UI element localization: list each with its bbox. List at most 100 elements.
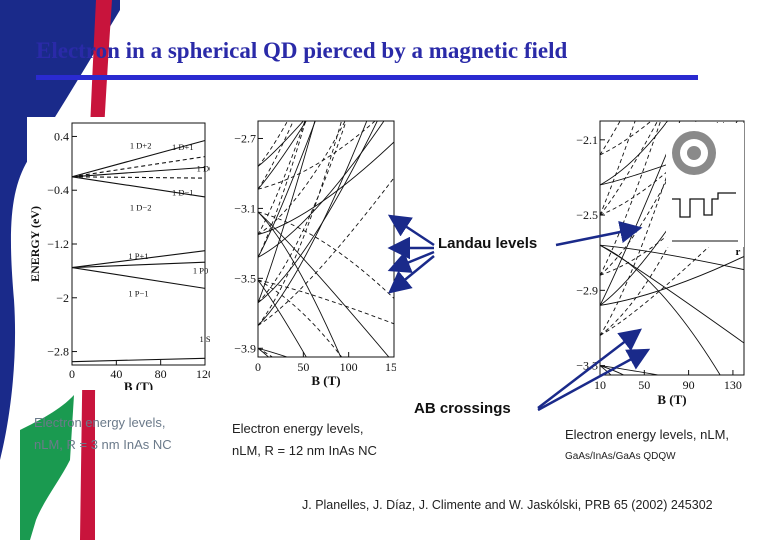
energy-levels-chart-qdqw: −2.1 −2.5 −2.9 −3.3 10 50 90 130 B (T) r	[576, 120, 745, 407]
y-tick-label: −2.5	[576, 208, 598, 222]
level-line	[258, 121, 368, 326]
level-line	[600, 121, 681, 306]
caption-qdqw: Electron energy levels, nLM, GaAs/InAs/G…	[565, 424, 755, 468]
x-tick-label: 80	[155, 367, 167, 381]
x-tick-label: 40	[110, 367, 122, 381]
level-line	[600, 244, 744, 344]
y-tick-label: 0.4	[54, 129, 69, 143]
caption-3nm: Electron energy levels, nLM, R = 3 nm In…	[34, 412, 184, 456]
level-label: 1 P−1	[128, 288, 148, 298]
ab-arrow-1	[537, 328, 642, 409]
level-line	[258, 121, 306, 235]
energy-levels-chart-3nm: 0.4−0.4−1.2−2−2.804080120B (T)ENERGY (eV…	[28, 122, 214, 394]
x-tick-label: 10	[594, 378, 606, 392]
level-line	[71, 176, 206, 179]
level-line	[600, 121, 662, 276]
chart-panel-3nm: 0.4−0.4−1.2−2−2.804080120B (T)ENERGY (eV…	[27, 117, 214, 394]
y-tick-label: −2.7	[234, 131, 256, 145]
level-line	[600, 121, 636, 216]
level-label: 1 D+1	[172, 142, 194, 152]
landau-levels-label: Landau levels	[438, 235, 538, 252]
y-tick-label: −3.9	[234, 341, 256, 355]
level-line	[258, 279, 307, 357]
y-axis-label: ENERGY (eV)	[28, 206, 42, 282]
level-line	[600, 121, 686, 336]
y-tick-label: −2.8	[47, 345, 69, 359]
level-line	[71, 357, 206, 363]
level-line	[600, 121, 697, 276]
level-line	[258, 121, 376, 190]
caption-qdqw-line-2: GaAs/InAs/GaAs QDQW	[565, 451, 676, 462]
landau-arrow-4	[388, 255, 435, 294]
level-line	[600, 365, 625, 375]
ab-arrow-2	[537, 348, 651, 412]
caption-12nm: Electron energy levels, nLM, R = 12 nm I…	[232, 418, 402, 462]
level-line	[71, 156, 206, 178]
y-tick-label: −2.1	[576, 133, 598, 147]
caption-3nm-line-2: nLM, R = 3 nm InAs NC	[34, 437, 172, 452]
level-line	[258, 121, 304, 167]
x-tick-label: 100	[340, 360, 358, 374]
chart-panel-qdqw: −2.1 −2.5 −2.9 −3.3 10 50 90 130 B (T) r	[566, 117, 748, 415]
level-lines-group	[600, 121, 744, 375]
x-axis-label: B (T)	[311, 373, 340, 388]
level-label: 1 P0	[193, 266, 208, 276]
y-tick-label: −0.4	[47, 183, 69, 197]
level-line	[600, 121, 725, 336]
y-tick-label: −1.2	[47, 237, 69, 251]
level-line	[258, 121, 378, 304]
level-label: 1 D−2	[130, 202, 152, 212]
level-label: 1 S	[199, 334, 210, 344]
level-line	[258, 211, 390, 357]
landau-arrow-3	[387, 250, 435, 273]
level-line	[258, 279, 343, 357]
level-line	[71, 261, 206, 269]
level-line	[600, 244, 744, 271]
level-line	[258, 121, 307, 190]
chart-panel-12nm: −2.7−3.1−3.5−3.9050100150B (T)	[226, 117, 403, 390]
x-tick-label: 120	[196, 367, 210, 381]
level-label: 1 D−1	[172, 188, 194, 198]
caption-12nm-line-2: nLM, R = 12 nm InAs NC	[232, 443, 377, 458]
level-line	[258, 347, 289, 357]
level-line	[258, 177, 394, 326]
y-tick-label: −3.5	[234, 271, 256, 285]
caption-12nm-line-1: Electron energy levels,	[232, 421, 364, 436]
level-line	[600, 365, 661, 375]
caption-qdqw-line-1: Electron energy levels, nLM,	[565, 427, 730, 442]
level-label: 1 D+2	[130, 141, 152, 151]
plot-frame	[599, 120, 745, 376]
level-line	[258, 121, 316, 258]
level-line	[258, 121, 385, 258]
x-tick-label: 130	[724, 378, 742, 392]
x-tick-label: 0	[255, 360, 261, 374]
level-line	[258, 121, 289, 167]
x-tick-label: 90	[683, 378, 695, 392]
level-line	[258, 211, 394, 299]
landau-arrow-5	[555, 220, 643, 247]
citation-reference: J. Planelles, J. Díaz, J. Climente and W…	[302, 498, 713, 512]
title-underline	[36, 75, 698, 80]
caption-3nm-line-1: Electron energy levels,	[34, 415, 166, 430]
x-tick-label: 50	[297, 360, 309, 374]
level-line	[258, 279, 394, 325]
qdqw-core	[687, 146, 701, 160]
background-blue-band	[0, 0, 120, 460]
level-line	[71, 139, 206, 178]
y-tick-label: −3.3	[576, 359, 598, 373]
y-tick-label: −2	[56, 291, 69, 305]
x-axis-label: B (T)	[657, 392, 686, 407]
level-line	[71, 266, 206, 289]
level-line	[258, 121, 316, 303]
level-line	[600, 121, 669, 186]
level-line	[71, 166, 206, 178]
level-line	[258, 121, 346, 236]
x-tick-label: 50	[638, 378, 650, 392]
level-line	[258, 141, 394, 236]
level-line	[600, 121, 720, 216]
landau-arrow-1	[387, 214, 435, 247]
y-tick-label: −3.1	[234, 201, 256, 215]
ab-crossings-label: AB crossings	[414, 400, 511, 417]
potential-profile	[672, 192, 736, 218]
